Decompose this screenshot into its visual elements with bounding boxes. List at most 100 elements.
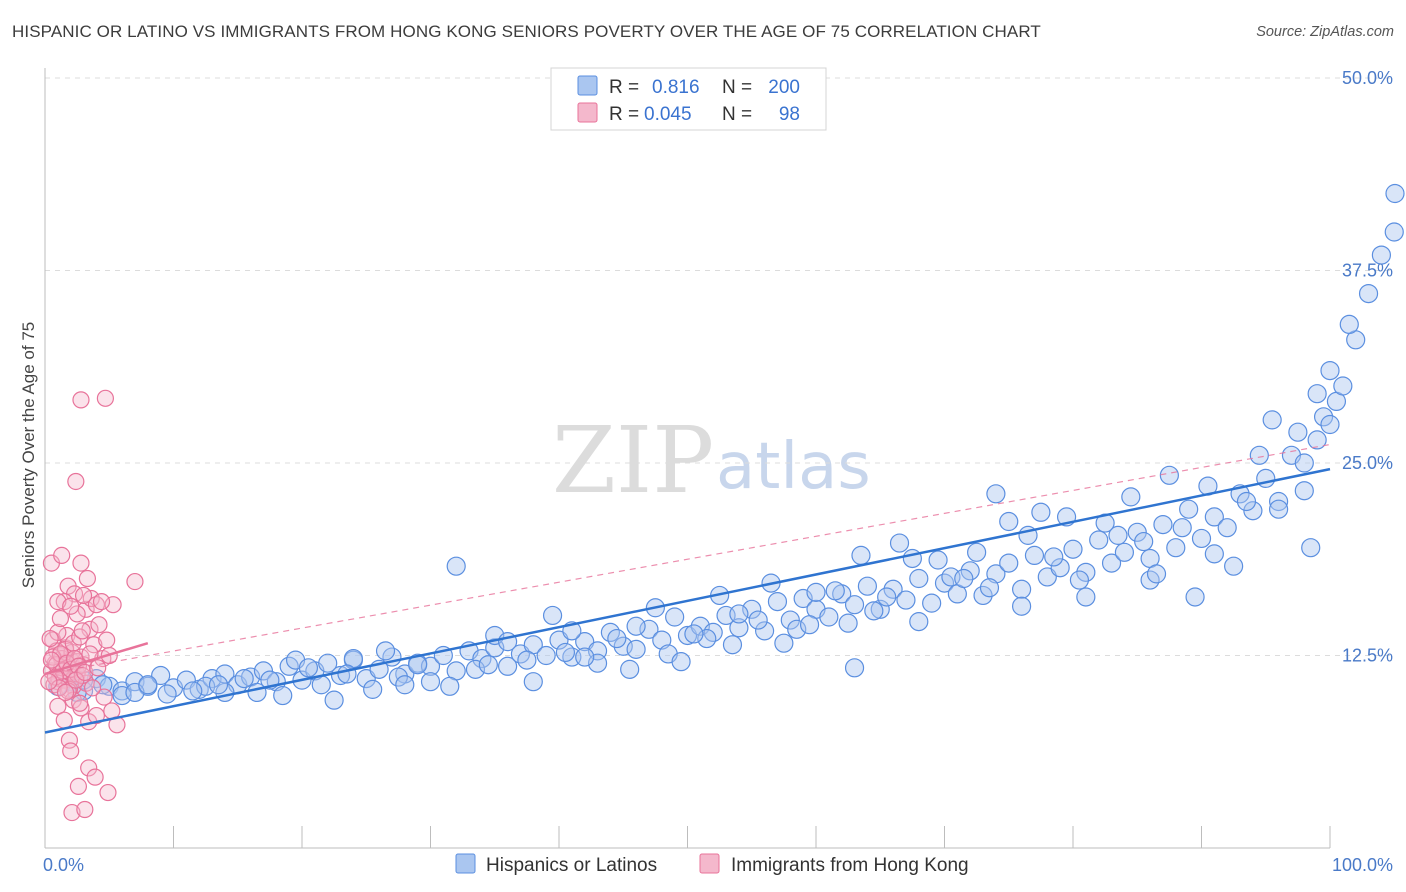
- point-hispanic-72: [973, 585, 993, 606]
- point-hispanic-189: [986, 484, 1006, 504]
- point-hispanic-168: [1384, 222, 1404, 242]
- point-hispanic-79: [1063, 539, 1083, 559]
- point-hispanic-205: [395, 675, 415, 695]
- point-hispanic-127: [1044, 547, 1064, 567]
- point-hispanic-106: [311, 675, 331, 695]
- legend: R = 0.816 N = 200 R = 0.045 N = 98: [550, 67, 827, 131]
- point-hispanic-113: [555, 642, 576, 663]
- point-hongkong-63: [80, 759, 98, 777]
- point-hispanic-62: [844, 595, 865, 615]
- y-tick-label-0: 12.5%: [1342, 646, 1393, 666]
- point-hispanic-105: [273, 685, 293, 706]
- point-hispanic-8: [151, 665, 171, 686]
- legend-n-value-2: 98: [779, 104, 800, 125]
- legend-swatch-blue: [577, 75, 598, 96]
- point-hispanic-167: [1371, 245, 1392, 265]
- point-hispanic-109: [420, 672, 441, 692]
- point-hispanic-78: [1050, 558, 1070, 578]
- watermark-atlas: atlas: [716, 430, 871, 504]
- point-hongkong-56: [95, 688, 113, 706]
- point-hispanic-88: [1179, 499, 1199, 519]
- point-hispanic-89: [1191, 528, 1212, 549]
- point-hispanic-164: [1320, 361, 1340, 381]
- point-hongkong-31: [53, 546, 71, 565]
- point-hongkong-95: [40, 673, 58, 691]
- point-hongkong-44: [90, 616, 108, 634]
- point-hispanic-146: [542, 605, 563, 626]
- point-hispanic-24: [356, 668, 376, 689]
- point-hispanic-41: [575, 632, 595, 652]
- point-hispanic-82: [1101, 553, 1122, 573]
- point-hispanic-71: [960, 561, 980, 581]
- point-hispanic-35: [498, 656, 518, 676]
- x-tick-labels: 0.0% 100.0%: [43, 855, 1393, 875]
- point-hispanic-98: [1307, 430, 1327, 450]
- watermark: ZIP atlas: [552, 407, 871, 514]
- point-hongkong-66: [63, 803, 81, 822]
- point-hispanic-45: [626, 639, 646, 659]
- point-hongkong-51: [55, 711, 73, 729]
- axes: [44, 68, 1331, 849]
- point-hispanic-38: [536, 645, 556, 666]
- point-hispanic-132: [1204, 544, 1224, 564]
- point-hispanic-86: [1153, 514, 1173, 535]
- point-hongkong-62: [69, 777, 88, 796]
- point-hispanic-158: [1121, 487, 1141, 507]
- point-hispanic-56: [767, 591, 788, 612]
- bottom-legend: Hispanics or Latinos Immigrants from Hon…: [455, 853, 969, 876]
- point-hispanic-54: [742, 599, 762, 619]
- legend-r-label-1: R =: [609, 77, 639, 98]
- point-hongkong-75: [98, 631, 116, 649]
- point-hispanic-10: [176, 670, 196, 690]
- legend-r-value-1: 0.816: [652, 77, 700, 98]
- point-hispanic-136: [1320, 414, 1340, 435]
- point-hispanic-199: [446, 556, 466, 576]
- trend-line-hispanic: [44, 467, 1331, 734]
- point-hispanic-121: [838, 613, 858, 633]
- bottom-legend-label-1: Hispanics or Latinos: [486, 855, 657, 876]
- point-hispanic-177: [478, 655, 498, 675]
- data-points: [40, 183, 1405, 822]
- point-hispanic-169: [1385, 183, 1405, 204]
- point-hispanic-120: [806, 582, 826, 602]
- point-hongkong-40: [49, 592, 67, 611]
- point-hispanic-186: [864, 601, 884, 621]
- point-hispanic-178: [523, 672, 543, 692]
- grid-lines: [45, 77, 1395, 656]
- point-hispanic-135: [1294, 453, 1314, 473]
- bottom-legend-swatch-blue: [455, 853, 476, 874]
- point-hispanic-119: [774, 633, 794, 653]
- point-hongkong-97: [89, 659, 107, 677]
- legend-n-label-1: N =: [722, 77, 752, 98]
- point-hispanic-125: [979, 578, 1000, 598]
- point-hispanic-202: [247, 682, 267, 703]
- point-hispanic-154: [928, 550, 948, 570]
- point-hongkong-34: [72, 554, 90, 572]
- point-hispanic-67: [909, 568, 929, 589]
- point-hispanic-60: [819, 607, 839, 627]
- point-hispanic-99: [1313, 407, 1334, 427]
- point-hongkong-48: [51, 609, 70, 628]
- point-hispanic-194: [1185, 587, 1205, 607]
- point-hispanic-134: [1268, 499, 1289, 519]
- point-hispanic-128: [1076, 587, 1096, 607]
- point-hispanic-143: [375, 641, 396, 661]
- source-label: Source: ZipAtlas.com: [1256, 24, 1394, 40]
- point-hispanic-165: [1339, 314, 1359, 334]
- point-hongkong-46: [85, 636, 103, 654]
- point-hongkong-68: [71, 694, 89, 712]
- point-hongkong-67: [76, 800, 94, 819]
- point-hispanic-184: [799, 615, 820, 635]
- point-hongkong-78: [78, 569, 97, 588]
- point-hispanic-195: [1224, 556, 1244, 576]
- point-hispanic-48: [665, 607, 685, 627]
- point-hispanic-209: [1146, 564, 1167, 584]
- point-hispanic-75: [1011, 579, 1032, 599]
- point-hispanic-207: [684, 624, 704, 644]
- point-hispanic-97: [1294, 481, 1314, 501]
- point-hongkong-70: [67, 472, 85, 491]
- point-hispanic-193: [1134, 531, 1154, 552]
- point-hongkong-71: [72, 391, 90, 409]
- point-hispanic-191: [1069, 570, 1090, 590]
- point-hispanic-200: [138, 675, 158, 695]
